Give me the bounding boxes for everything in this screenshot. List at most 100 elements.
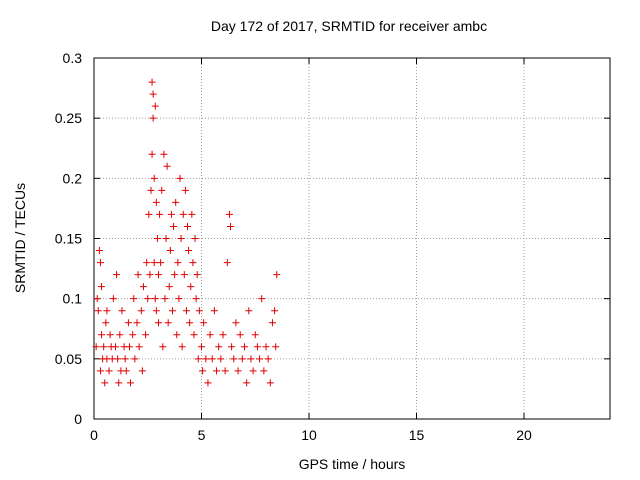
data-point [138,367,146,375]
data-point [103,307,111,315]
data-point [93,295,101,303]
data-point [251,331,259,339]
data-point [92,343,100,351]
data-point [130,295,138,303]
data-point [139,283,147,291]
data-point [217,355,225,363]
y-tick-label: 0.3 [63,50,83,66]
data-point [96,259,104,267]
data-point [124,319,132,327]
data-point [199,367,207,375]
data-point [153,235,161,242]
data-point [177,235,185,242]
x-tick-label: 5 [198,427,206,443]
data-point [147,186,155,194]
data-point [125,343,133,351]
data-point [243,379,251,387]
data-point [194,355,202,363]
data-point [106,331,114,339]
data-point [163,162,171,170]
data-point [180,271,188,279]
data-point [245,307,253,315]
data-point [116,331,124,339]
data-point [150,174,158,182]
data-point [171,271,179,279]
data-point [228,343,236,351]
chart-title: Day 172 of 2017, SRMTID for receiver amb… [210,18,488,34]
data-point [219,331,227,339]
x-tick-label: 0 [90,427,98,443]
data-point [225,210,233,218]
data-point [121,355,129,363]
data-point [96,367,104,375]
x-tick-label: 10 [301,427,317,443]
x-tick-label: 20 [516,427,532,443]
data-point [185,247,193,255]
data-point [161,295,169,303]
data-point [266,379,274,387]
data-point [101,379,109,387]
data-point [195,307,203,315]
data-point [178,343,186,351]
y-tick-label: 0.15 [55,231,82,247]
data-point [198,343,205,351]
data-point [155,271,162,279]
data-point [149,114,157,122]
data-point [98,283,106,291]
data-point [187,283,195,291]
data-point [241,343,248,351]
data-point [162,235,170,242]
x-axis-label: GPS time / hours [298,456,406,472]
data-point [158,186,166,194]
data-point [200,319,208,327]
data-point [172,198,180,206]
data-point [114,355,122,363]
data-point [238,355,246,363]
data-point [133,319,141,327]
data-point [127,379,135,387]
data-point [262,343,270,351]
data-point [210,307,218,315]
data-point [94,307,102,315]
data-point [167,210,175,218]
data-point [164,319,172,327]
data-point [234,367,242,375]
data-point [184,222,192,230]
data-point [176,174,184,182]
data-point [98,331,106,339]
data-point [253,343,261,351]
data-point [115,379,123,387]
data-point [113,271,121,279]
data-point [258,295,266,303]
data-point [190,331,198,339]
data-point [247,355,255,363]
data-point [175,295,183,303]
data-point [137,307,145,315]
data-point [208,355,216,363]
data-point [256,355,264,363]
data-point [109,295,117,303]
y-tick-label: 0.2 [63,170,83,186]
data-point [157,259,165,267]
data-point [223,259,231,267]
y-tick-label: 0.25 [55,110,82,126]
data-point [230,355,238,363]
y-axis-label: SRMTID / TECUs [12,182,28,294]
data-point [159,343,167,351]
data-point [146,271,154,279]
data-point [160,150,168,158]
data-point [150,259,158,267]
data-point [112,343,119,351]
data-point [152,307,160,315]
data-point [166,247,174,255]
data-point [271,307,279,315]
y-tick-label: 0 [74,411,82,427]
data-point [260,367,268,375]
data-point [188,210,196,218]
data-point [206,331,214,339]
data-point [151,295,159,303]
data-point [189,259,197,267]
data-point [144,295,152,303]
data-point [148,78,156,86]
data-point [174,259,182,267]
